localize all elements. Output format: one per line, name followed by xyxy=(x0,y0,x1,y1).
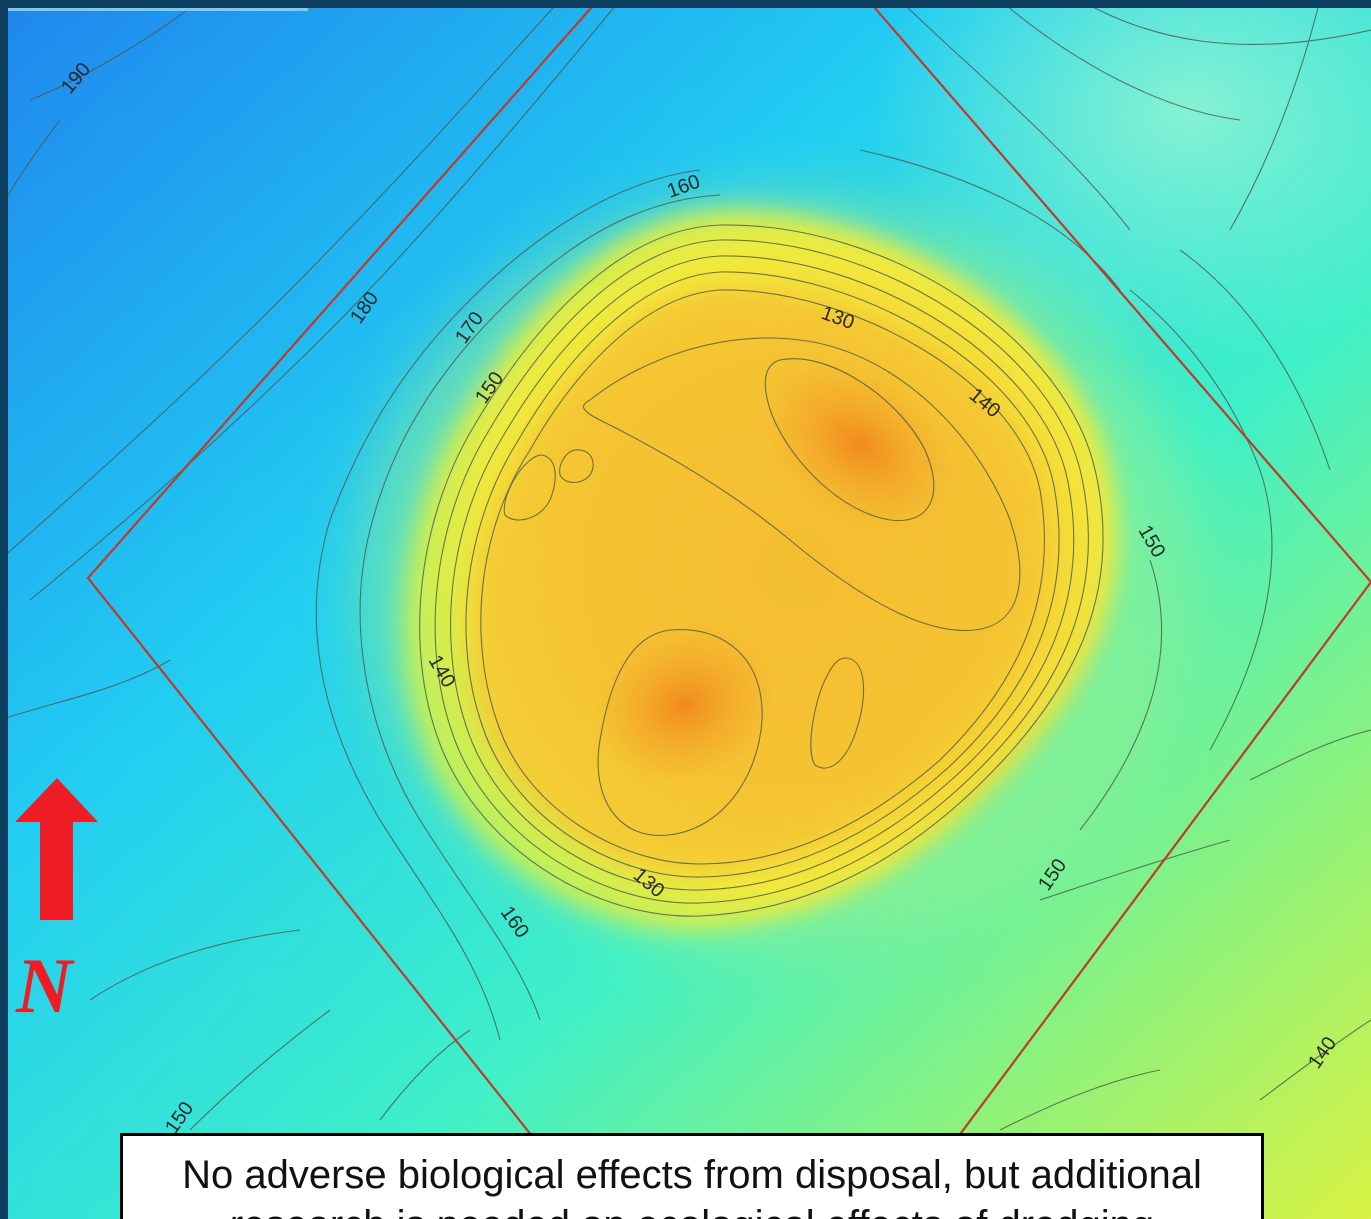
contour-line xyxy=(434,239,1089,904)
caption-box: No adverse biological effects from dispo… xyxy=(120,1133,1264,1219)
contour-line xyxy=(315,169,701,1041)
contour-line xyxy=(597,628,763,836)
contour-line xyxy=(1259,1019,1371,1101)
contour-line xyxy=(1249,729,1371,781)
contour-line xyxy=(1179,249,1331,471)
peak-south xyxy=(591,623,779,787)
slide-frame-accent xyxy=(8,8,308,11)
contour-line xyxy=(0,0,561,561)
contour-line xyxy=(419,224,1104,917)
contour-line xyxy=(379,1029,471,1121)
contour-line xyxy=(582,337,1021,632)
contour-line xyxy=(999,0,1241,121)
contour-line xyxy=(480,289,1045,865)
contour-line xyxy=(764,358,935,522)
contour-line xyxy=(559,449,594,484)
contour-line xyxy=(189,1009,331,1131)
slide-frame-top xyxy=(0,0,1371,8)
contour-line xyxy=(1079,559,1163,831)
slide-frame-left xyxy=(0,0,8,1219)
contour-line xyxy=(0,659,171,721)
contour-line xyxy=(29,0,621,601)
caption-text: No adverse biological effects from dispo… xyxy=(182,1153,1202,1219)
north-letter: N xyxy=(15,942,75,1029)
peak-north xyxy=(760,356,960,534)
contour-line xyxy=(503,454,556,521)
contour-line xyxy=(450,255,1075,891)
contour-line xyxy=(29,0,201,101)
north-arrow-icon: N xyxy=(15,778,98,1029)
contour-line xyxy=(465,271,1060,878)
contour-line xyxy=(999,1069,1161,1131)
north-arrow-shape xyxy=(15,778,98,920)
contour-line xyxy=(1079,0,1371,45)
contour-lines xyxy=(0,0,1371,1131)
disposal-site-boundary xyxy=(86,0,1371,1219)
contour-line xyxy=(359,194,721,1021)
contour-line xyxy=(899,0,1131,231)
contour-line xyxy=(1129,289,1273,751)
contour-line xyxy=(1229,0,1321,231)
contour-line xyxy=(810,657,865,769)
contour-line xyxy=(1039,839,1231,901)
contour-line xyxy=(89,929,301,1001)
